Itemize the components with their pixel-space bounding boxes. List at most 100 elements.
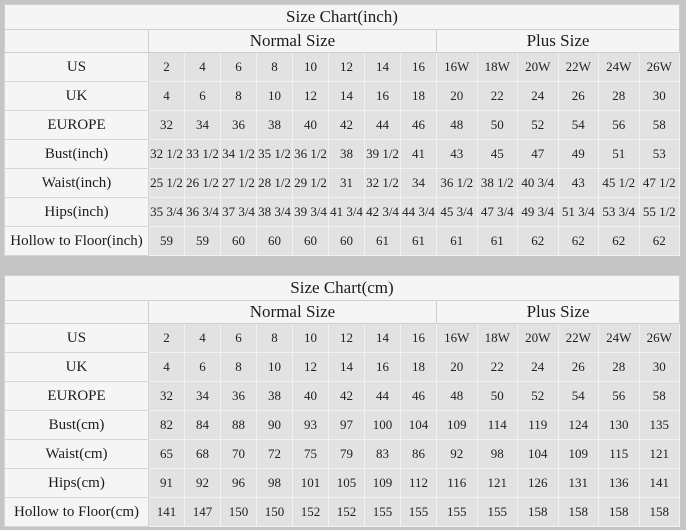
corner-cell	[4, 29, 149, 53]
size-cell: 96	[220, 468, 257, 498]
size-cell: 52	[517, 110, 559, 140]
size-cell: 75	[292, 439, 329, 469]
size-cell: 155	[364, 497, 401, 527]
size-cell: 4	[184, 323, 221, 353]
size-cell: 18W	[476, 323, 518, 353]
size-cell: 150	[220, 497, 257, 527]
size-cell: 28	[598, 81, 640, 111]
size-cell: 98	[256, 468, 293, 498]
size-cell: 50	[476, 381, 518, 411]
size-cell: 16	[400, 52, 437, 82]
size-cell: 35 3/4	[148, 197, 185, 227]
size-cell: 60	[220, 226, 257, 256]
table-row: Hips(cm) 91 92 96 98 101 105 109 112 116 121 126 131…	[4, 468, 680, 498]
size-cell: 114	[476, 410, 518, 440]
row-label: Hips(inch)	[4, 197, 149, 227]
size-cell: 26	[557, 81, 599, 111]
size-cell: 38	[256, 110, 293, 140]
size-cell: 42	[328, 110, 365, 140]
size-cell: 41 3/4	[328, 197, 365, 227]
size-cell: 36	[220, 381, 257, 411]
row-label: US	[4, 323, 149, 353]
size-cell: 112	[400, 468, 437, 498]
group-header-normal: Normal Size	[148, 29, 437, 53]
size-cell: 46	[400, 381, 437, 411]
size-cell: 60	[256, 226, 293, 256]
size-cell: 56	[598, 381, 640, 411]
size-cell: 61	[400, 226, 437, 256]
size-cell: 158	[517, 497, 559, 527]
size-cell: 54	[557, 110, 599, 140]
size-cell: 51 3/4	[557, 197, 599, 227]
size-cell: 36	[220, 110, 257, 140]
size-cell: 45 3/4	[436, 197, 478, 227]
row-label: UK	[4, 352, 149, 382]
size-cell: 88	[220, 410, 257, 440]
size-cell: 24W	[598, 323, 640, 353]
size-cell: 2	[148, 52, 185, 82]
size-cell: 42	[328, 381, 365, 411]
size-chart-cm-table: Size Chart(cm) Normal Size Plus Size US 2 4 6 8…	[4, 275, 680, 527]
size-cell: 152	[328, 497, 365, 527]
size-cell: 92	[184, 468, 221, 498]
row-label: EUROPE	[4, 110, 149, 140]
table-row: Hollow to Floor(cm) 141 147 150 150 152 152 155…	[4, 497, 680, 527]
size-cell: 68	[184, 439, 221, 469]
size-cell: 61	[364, 226, 401, 256]
row-label: Bust(cm)	[4, 410, 149, 440]
size-cell: 98	[476, 439, 518, 469]
size-cell: 51	[598, 139, 640, 169]
size-cell: 24	[517, 81, 559, 111]
size-cell: 44 3/4	[400, 197, 437, 227]
size-cell: 84	[184, 410, 221, 440]
group-header-plus: Plus Size	[436, 29, 680, 53]
size-cell: 52	[517, 381, 559, 411]
size-cell: 10	[292, 52, 329, 82]
size-cell: 28 1/2	[256, 168, 293, 198]
size-cell: 79	[328, 439, 365, 469]
size-cell: 44	[364, 110, 401, 140]
row-label: Waist(cm)	[4, 439, 149, 469]
size-cell: 136	[598, 468, 640, 498]
size-cell: 121	[476, 468, 518, 498]
size-cell: 65	[148, 439, 185, 469]
size-cell: 8	[220, 352, 257, 382]
size-cell: 16	[364, 81, 401, 111]
size-cell: 14	[328, 352, 365, 382]
size-cell: 48	[436, 110, 478, 140]
row-label: Hips(cm)	[4, 468, 149, 498]
size-cell: 58	[638, 381, 680, 411]
table-title: Size Chart(inch)	[4, 4, 680, 30]
row-label: Hollow to Floor(inch)	[4, 226, 149, 256]
size-cell: 45	[476, 139, 518, 169]
size-cell: 109	[436, 410, 478, 440]
size-cell: 12	[292, 81, 329, 111]
size-cell: 30	[638, 352, 680, 382]
size-cell: 158	[557, 497, 599, 527]
size-cell: 10	[256, 81, 293, 111]
size-cell: 40	[292, 110, 329, 140]
size-cell: 20	[436, 352, 478, 382]
size-cell: 90	[256, 410, 293, 440]
size-cell: 28	[598, 352, 640, 382]
size-cell: 82	[148, 410, 185, 440]
size-cell: 39 1/2	[364, 139, 401, 169]
size-cell: 40	[292, 381, 329, 411]
size-cell: 14	[328, 81, 365, 111]
size-cell: 141	[638, 468, 680, 498]
size-cell: 91	[148, 468, 185, 498]
size-cell: 10	[292, 323, 329, 353]
size-cell: 32	[148, 381, 185, 411]
size-cell: 33 1/2	[184, 139, 221, 169]
size-cell: 4	[184, 52, 221, 82]
size-cell: 6	[184, 352, 221, 382]
size-cell: 34	[184, 381, 221, 411]
size-cell: 104	[517, 439, 559, 469]
size-cell: 16	[364, 352, 401, 382]
group-header-normal: Normal Size	[148, 300, 437, 324]
size-cell: 36 1/2	[292, 139, 329, 169]
size-cell: 59	[184, 226, 221, 256]
size-cell: 35 1/2	[256, 139, 293, 169]
size-cell: 93	[292, 410, 329, 440]
